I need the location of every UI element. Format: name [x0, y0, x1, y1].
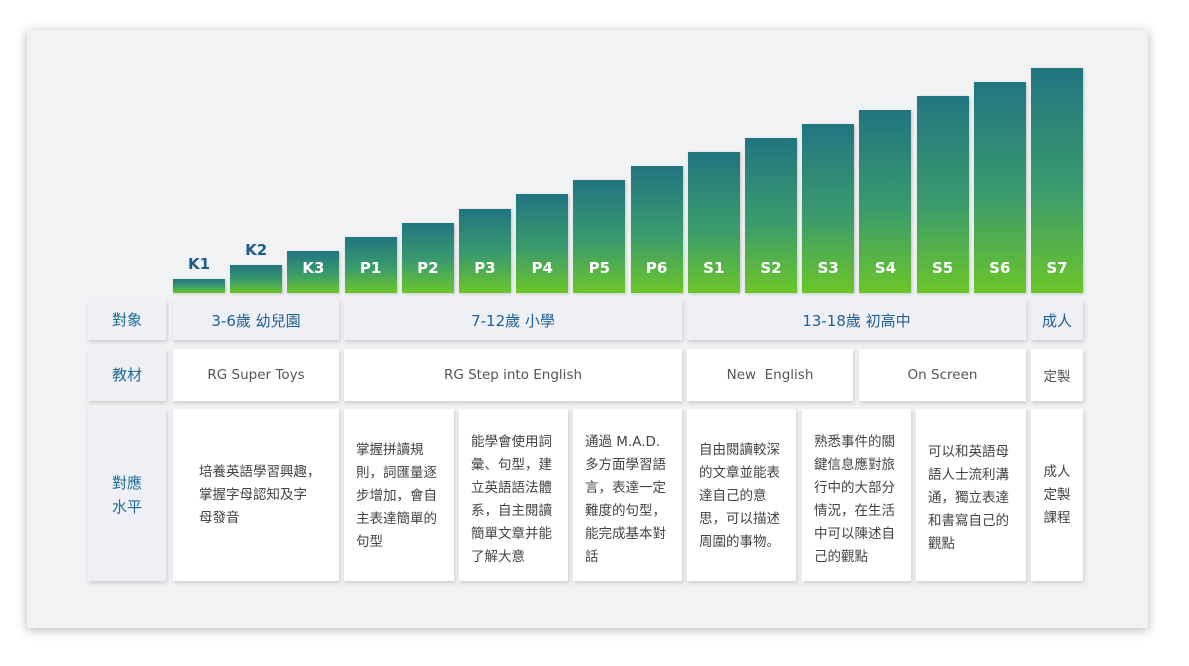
level-label-p5: P5 [588, 259, 611, 277]
level-bar-s1 [687, 152, 740, 293]
level-label-s3: S3 [817, 259, 839, 277]
level-label-p4: P4 [531, 259, 553, 277]
level-bar-s3 [802, 123, 855, 293]
level-bar-p3 [459, 208, 511, 293]
level-label-p6: P6 [645, 259, 668, 277]
level-label-k3: K3 [302, 259, 325, 277]
level-bar-p6 [630, 166, 683, 293]
level-description-s5-s6: 可以和英語母 語人士流利溝 通，獨立表達 和書寫自己的 觀點 [916, 409, 1026, 581]
level-description-kindergarten: 培養英語學習興趣， 掌握字母認知及字 母發音 [173, 409, 339, 581]
level-bar-p1 [344, 236, 397, 293]
level-label-p2: P2 [417, 259, 439, 277]
level-label-k1: K1 [187, 255, 211, 273]
level-label-p3: P3 [474, 259, 496, 277]
level-bar-k3 [287, 250, 340, 293]
audience-primary: 7-12歲 小學 [344, 300, 682, 340]
level-bar-s4 [859, 109, 912, 293]
level-bar-s2 [745, 138, 797, 293]
level-description-s3-s4: 熟悉事件的關 鍵信息應對旅 行中的大部分 情況，在生活 中可以陳述自 己的觀點 [802, 409, 911, 581]
level-description-p3-p4: 能學會使用詞 彙、句型，建 立英語語法體 系，自主閱讀 簡單文章并能 了解大意 [459, 409, 568, 581]
level-bar-p4 [516, 194, 569, 293]
level-bar-k1 [173, 279, 225, 293]
level-description-adult: 成人 定製 課程 [1031, 409, 1083, 581]
level-label-k2: K2 [245, 240, 268, 259]
row-header-material: 教材 [88, 349, 166, 401]
level-label-p1: P1 [359, 259, 382, 277]
material-new-english: New English [687, 349, 853, 401]
material-on-screen: On Screen [859, 349, 1026, 401]
level-bar-p2 [401, 222, 454, 293]
row-header-level: 對應 水平 [88, 409, 166, 581]
material-super-toys: RG Super Toys [173, 349, 339, 401]
level-bar-k2 [230, 264, 283, 293]
level-bar-s7 [1031, 67, 1083, 293]
audience-adult: 成人 [1031, 300, 1083, 340]
level-label-s4: S4 [874, 259, 897, 277]
material-custom: 定製 [1031, 349, 1083, 401]
level-description-s1-s2: 自由閱讀較深 的文章並能表 達自己的意 思，可以描述 周圍的事物。 [687, 409, 796, 581]
level-label-s2: S2 [760, 259, 782, 277]
audience-secondary: 13-18歲 初高中 [687, 300, 1026, 340]
level-description-p5-p6: 通過 M.A.D. 多方面學習語 言，表達一定 難度的句型， 能完成基本對 話 [573, 409, 682, 581]
level-bar-s5 [916, 95, 969, 293]
level-label-s5: S5 [931, 259, 954, 277]
level-label-s6: S6 [989, 259, 1011, 277]
level-bar-p5 [573, 180, 626, 293]
level-label-s1: S1 [703, 259, 725, 277]
level-description-p1-p2: 掌握拼讀規 則，詞匯量逐 步增加，會自 主表達簡單的 句型 [344, 409, 454, 581]
audience-kindergarten: 3-6歲 幼兒園 [173, 300, 339, 340]
row-header-audience: 對象 [88, 300, 166, 340]
material-step-into-english: RG Step into English [344, 349, 682, 401]
level-bar-s6 [973, 81, 1026, 293]
level-label-s7: S7 [1046, 259, 1068, 277]
